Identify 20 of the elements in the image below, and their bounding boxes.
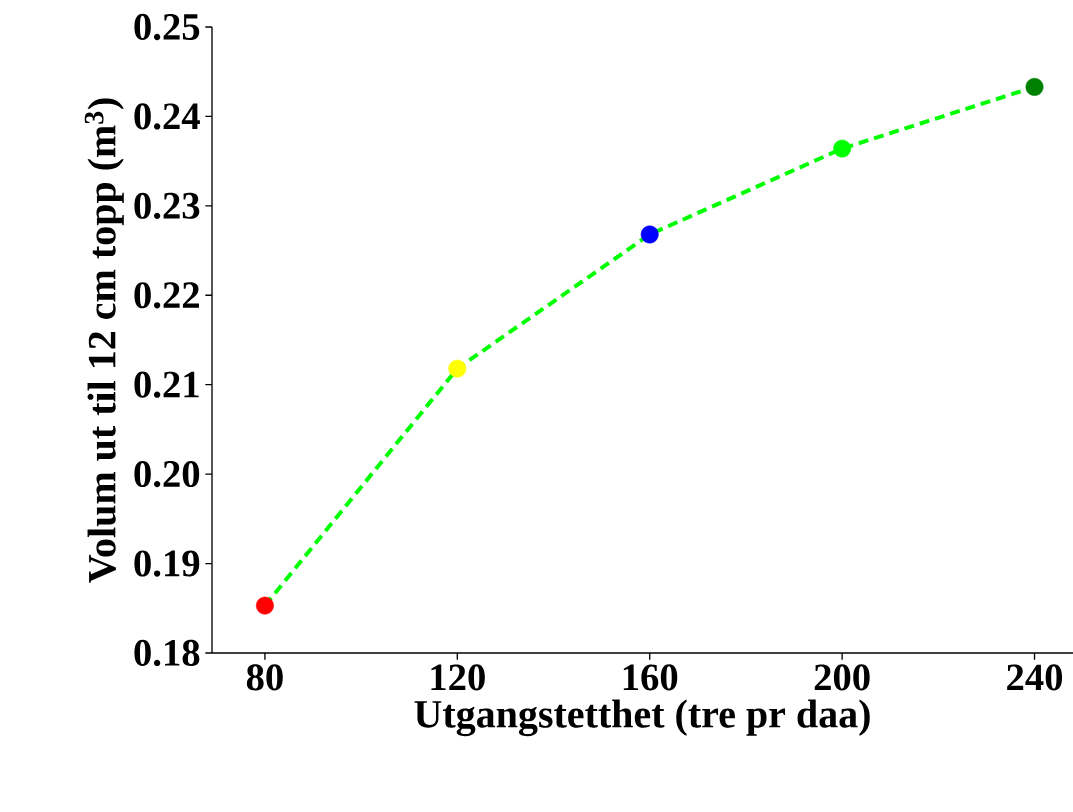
x-tick-label: 120 [431,664,485,691]
y-tick-label: 0.24 [134,103,200,130]
x-tick-label: 80 [246,664,283,691]
point [640,225,659,244]
point [255,596,274,615]
x-tick-label: 200 [814,664,870,691]
y-tick-label: 0.21 [134,371,199,398]
y-tick-label: 0.18 [134,639,200,667]
y-tick-label: 0.25 [134,13,200,41]
x-axis-title: Utgangstetthet (tre pr daa) [414,699,870,737]
point [448,359,467,378]
point [833,139,852,158]
y-tick-label: 0.20 [134,460,200,488]
point [1025,77,1044,96]
y-axis-title: Volum ut til 12 cm topp (m$^{3}$) [84,98,124,583]
y-tick-label: 0.22 [134,282,199,309]
y-tick-label: 0.19 [134,550,200,577]
x-tick-label: 240 [1007,664,1063,691]
x-tick-label: 160 [623,664,678,691]
y-tick-label: 0.23 [134,192,200,219]
